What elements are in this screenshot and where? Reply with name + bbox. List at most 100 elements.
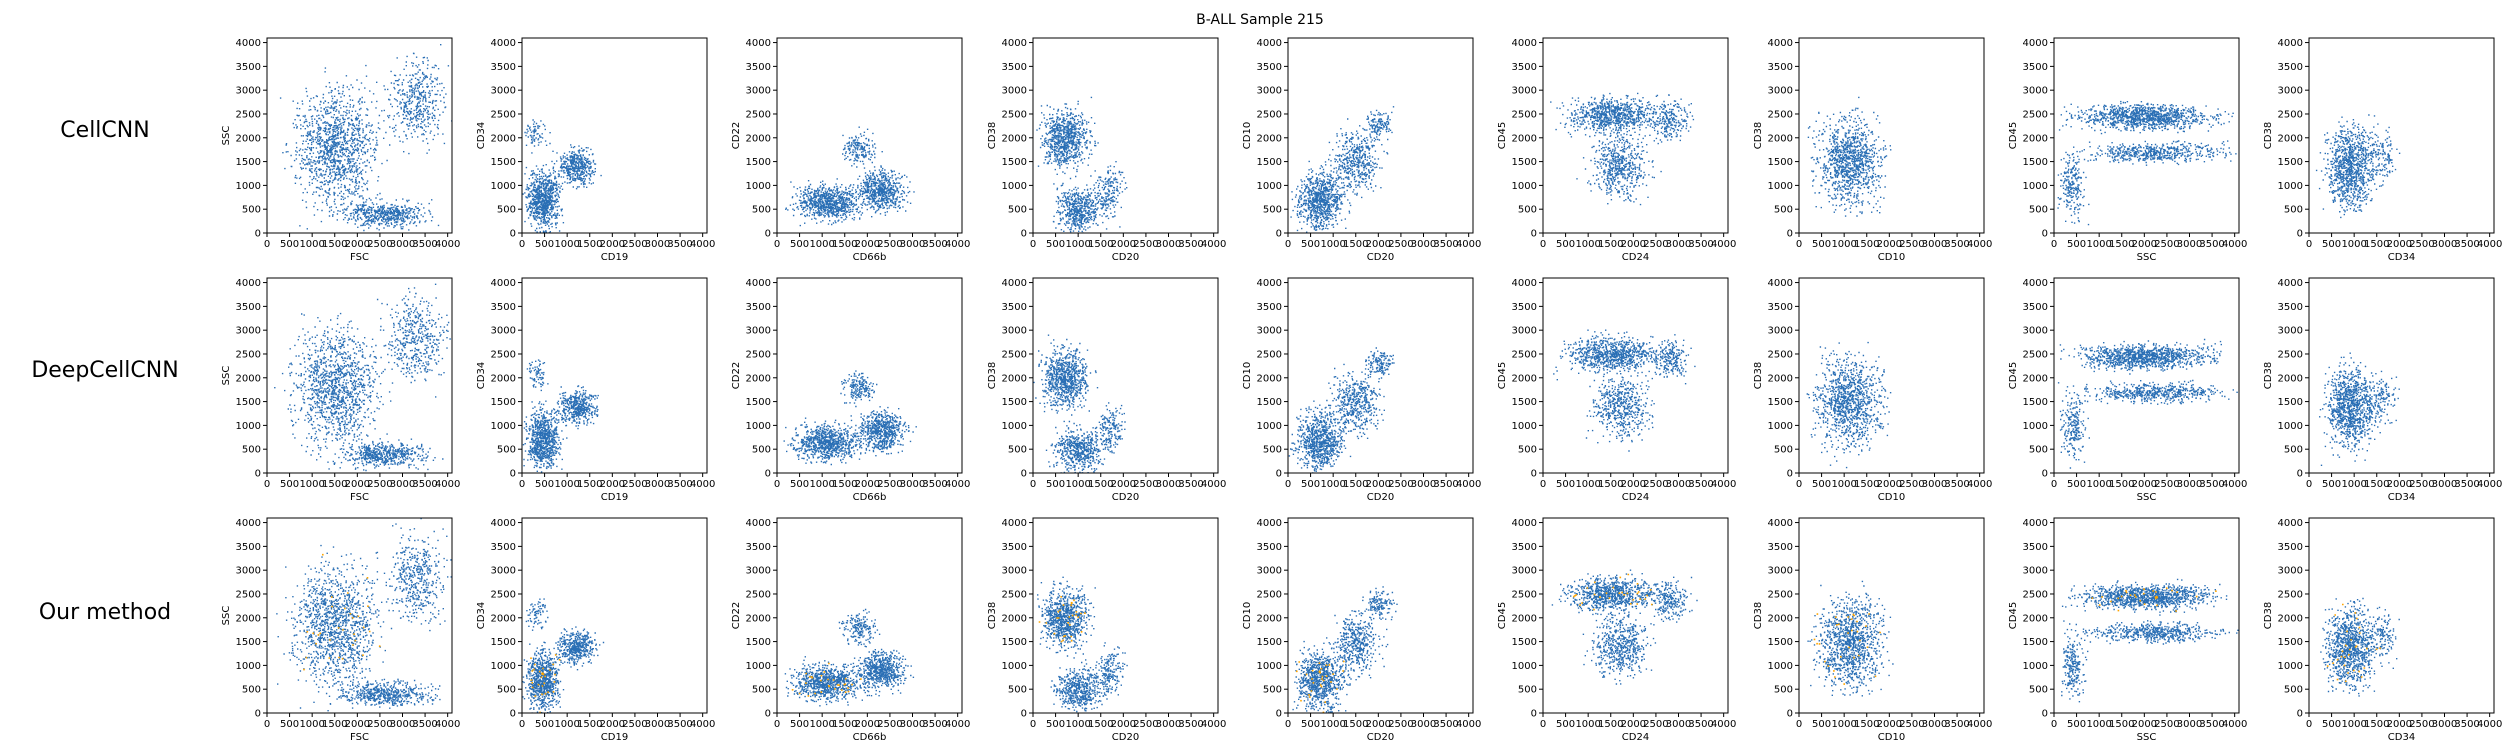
x-tick-label: 2000 bbox=[2132, 719, 2157, 730]
y-tick-label: 500 bbox=[2029, 445, 2048, 456]
x-tick-label: 2500 bbox=[2154, 719, 2179, 730]
x-tick-label: 2500 bbox=[1899, 239, 1924, 250]
x-tick-label: 1000 bbox=[1320, 239, 1345, 250]
x-tick-label: 1000 bbox=[554, 479, 579, 490]
scatter-points bbox=[785, 126, 915, 227]
y-tick-label: 0 bbox=[1787, 469, 1793, 480]
x-tick-label: 2500 bbox=[877, 239, 902, 250]
y-tick-label: 1000 bbox=[1002, 181, 1027, 192]
x-tick-label: 2500 bbox=[1133, 719, 1158, 730]
x-tick-label: 1500 bbox=[1343, 239, 1368, 250]
y-tick-label: 3500 bbox=[1512, 542, 1537, 553]
y-tick-label: 4000 bbox=[1002, 278, 1027, 289]
x-tick-label: 500 bbox=[2322, 239, 2341, 250]
x-tick-label: 4000 bbox=[1456, 719, 1481, 730]
panel-1-2: 0050050010001000150015002000200025002500… bbox=[731, 277, 970, 503]
x-tick-label: 3000 bbox=[1666, 239, 1691, 250]
y-tick-label: 2500 bbox=[1002, 349, 1027, 360]
x-tick-label: 0 bbox=[519, 479, 525, 490]
scatter-points bbox=[2320, 597, 2400, 697]
x-tick-label: 0 bbox=[2051, 239, 2057, 250]
x-tick-label: 1000 bbox=[1831, 719, 1856, 730]
panel-0-3: 0050050010001000150015002000200025002500… bbox=[987, 37, 1226, 263]
panel-2-6: 0050050010001000150015002000200025002500… bbox=[1753, 517, 1992, 743]
y-tick-label: 2000 bbox=[236, 613, 261, 624]
scatter-points bbox=[1806, 341, 1892, 469]
x-axis-label: CD10 bbox=[1878, 732, 1905, 743]
y-tick-label: 3500 bbox=[236, 542, 261, 553]
y-tick-label: 3500 bbox=[1257, 302, 1282, 313]
x-tick-label: 2500 bbox=[2409, 239, 2434, 250]
y-tick-label: 3500 bbox=[1512, 62, 1537, 73]
y-tick-label: 4000 bbox=[236, 518, 261, 529]
y-axis-label: CD10 bbox=[1242, 602, 1253, 629]
x-tick-label: 3500 bbox=[2199, 239, 2224, 250]
y-tick-label: 1000 bbox=[1768, 421, 1793, 432]
y-tick-label: 3000 bbox=[2023, 326, 2048, 337]
y-axis-label: CD34 bbox=[476, 122, 487, 149]
y-tick-label: 2500 bbox=[1002, 109, 1027, 120]
x-tick-label: 1000 bbox=[2341, 479, 2366, 490]
x-tick-label: 1500 bbox=[1854, 719, 1879, 730]
x-axis-label: FSC bbox=[350, 732, 369, 743]
x-axis-label: SSC bbox=[2137, 492, 2157, 503]
x-tick-label: 1000 bbox=[2086, 719, 2111, 730]
panel-1-5: 0050050010001000150015002000200025002500… bbox=[1497, 277, 1736, 503]
x-tick-label: 2000 bbox=[1877, 479, 1902, 490]
x-tick-label: 500 bbox=[2067, 239, 2086, 250]
y-axis-label: CD45 bbox=[2008, 602, 2019, 629]
x-tick-label: 2000 bbox=[1621, 239, 1646, 250]
x-axis-label: SSC bbox=[2137, 252, 2157, 263]
x-tick-label: 0 bbox=[264, 719, 270, 730]
x-tick-label: 2500 bbox=[622, 479, 647, 490]
y-tick-label: 2500 bbox=[1257, 109, 1282, 120]
x-tick-label: 4000 bbox=[1967, 239, 1992, 250]
y-tick-label: 3000 bbox=[1512, 566, 1537, 577]
y-tick-label: 3500 bbox=[1002, 62, 1027, 73]
y-axis-label: CD38 bbox=[987, 362, 998, 389]
y-tick-label: 4000 bbox=[746, 278, 771, 289]
y-tick-label: 4000 bbox=[1002, 38, 1027, 49]
x-tick-label: 1000 bbox=[554, 239, 579, 250]
panel-0-6: 0050050010001000150015002000200025002500… bbox=[1753, 37, 1992, 263]
y-tick-label: 1500 bbox=[1002, 637, 1027, 648]
scatter-points bbox=[522, 359, 599, 473]
y-tick-label: 0 bbox=[1531, 229, 1537, 240]
scatter-points bbox=[1551, 569, 1698, 685]
x-tick-label: 4000 bbox=[2222, 239, 2247, 250]
scatter-points bbox=[2057, 338, 2238, 469]
x-tick-label: 0 bbox=[519, 239, 525, 250]
panel-2-2: 0050050010001000150015002000200025002500… bbox=[731, 517, 970, 743]
x-tick-label: 1000 bbox=[2341, 239, 2366, 250]
x-axis-label: CD20 bbox=[1367, 252, 1394, 263]
y-tick-label: 3000 bbox=[491, 566, 516, 577]
scatter-points bbox=[2315, 114, 2401, 219]
y-tick-label: 500 bbox=[1263, 205, 1282, 216]
x-tick-label: 3500 bbox=[1944, 719, 1969, 730]
x-tick-label: 2500 bbox=[2409, 719, 2434, 730]
y-tick-label: 2500 bbox=[746, 589, 771, 600]
x-tick-label: 1000 bbox=[1575, 719, 1600, 730]
x-tick-label: 500 bbox=[280, 239, 299, 250]
y-tick-label: 1000 bbox=[2023, 421, 2048, 432]
x-tick-label: 1500 bbox=[2364, 479, 2389, 490]
x-tick-label: 0 bbox=[1796, 719, 1802, 730]
y-tick-label: 500 bbox=[1774, 445, 1793, 456]
y-tick-label: 0 bbox=[1021, 229, 1027, 240]
x-tick-label: 3000 bbox=[2177, 719, 2202, 730]
x-tick-label: 1500 bbox=[322, 239, 347, 250]
y-tick-label: 1000 bbox=[2278, 421, 2303, 432]
scatter-points bbox=[2057, 100, 2237, 226]
y-axis-label: CD45 bbox=[1497, 602, 1508, 629]
x-tick-label: 0 bbox=[2306, 479, 2312, 490]
plot-frame bbox=[1798, 37, 1985, 234]
x-tick-label: 2000 bbox=[345, 239, 370, 250]
x-tick-label: 3000 bbox=[2432, 479, 2457, 490]
x-tick-label: 2000 bbox=[1111, 239, 1136, 250]
x-tick-label: 500 bbox=[1812, 239, 1831, 250]
y-tick-label: 1000 bbox=[746, 421, 771, 432]
x-tick-label: 4000 bbox=[690, 239, 715, 250]
y-tick-label: 2500 bbox=[491, 109, 516, 120]
y-tick-label: 2000 bbox=[1768, 133, 1793, 144]
y-tick-label: 1500 bbox=[1257, 637, 1282, 648]
